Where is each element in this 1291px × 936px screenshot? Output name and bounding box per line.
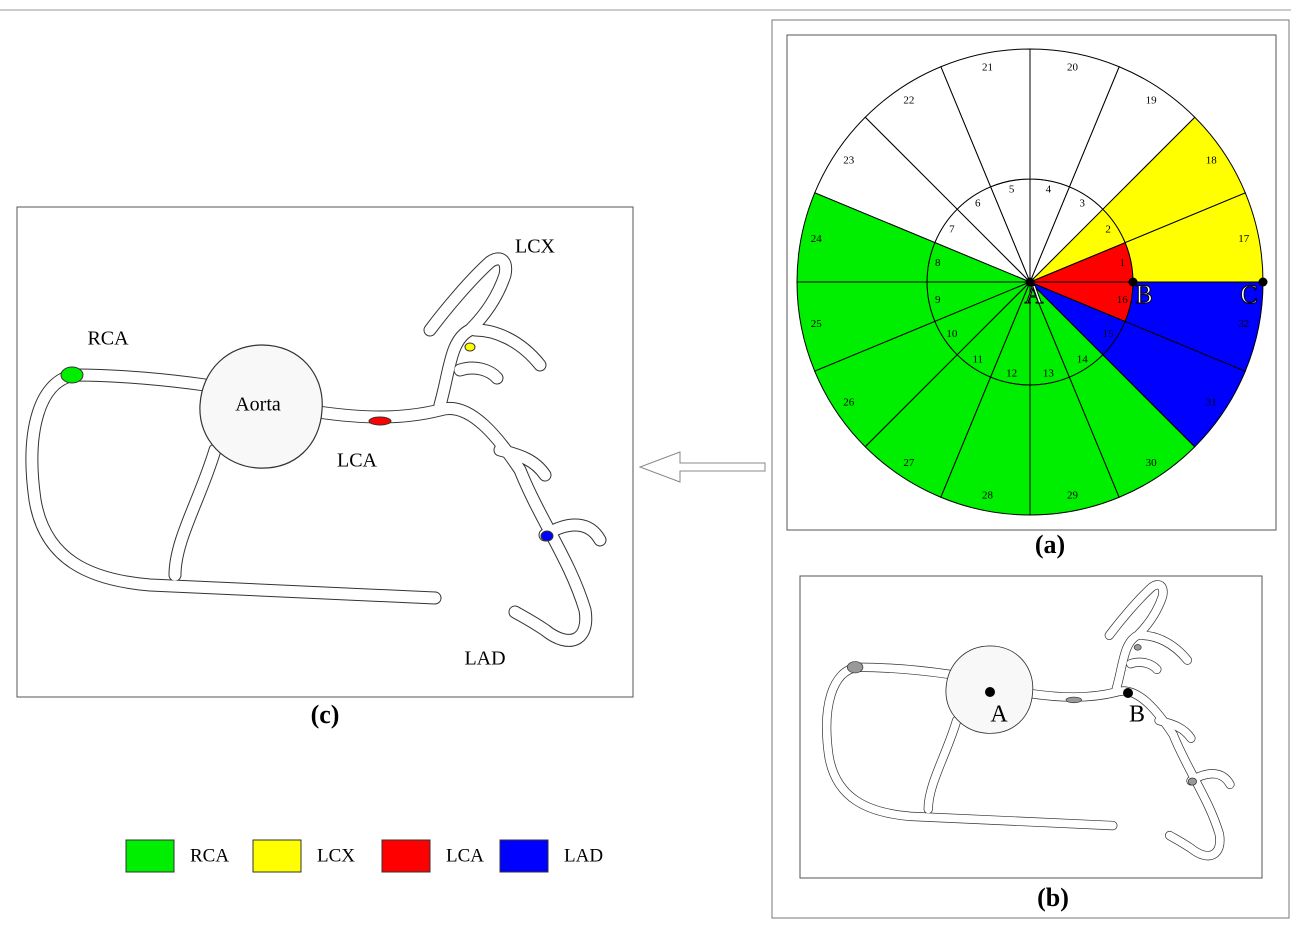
- legend-label: RCA: [190, 845, 229, 866]
- stenosis: [1066, 697, 1082, 703]
- vessel-label: Aorta: [235, 394, 281, 416]
- segment-label: 14: [1077, 354, 1089, 366]
- caption: (b): [1037, 883, 1069, 912]
- vessel-label: LAD: [464, 648, 505, 670]
- stenosis: [61, 367, 83, 383]
- segment-label: 18: [1206, 154, 1218, 166]
- segment-label: 22: [903, 94, 914, 106]
- vessel-label: LCX: [515, 236, 556, 258]
- segment-label: 5: [1009, 183, 1015, 195]
- stenosis: [369, 417, 391, 425]
- point: [985, 687, 995, 697]
- segment-label: 15: [1103, 328, 1115, 340]
- legend-swatch: [500, 840, 548, 872]
- segment-label: 29: [1067, 489, 1079, 501]
- legend-label: LCX: [317, 845, 355, 866]
- stenosis: [847, 662, 863, 673]
- stenosis: [541, 531, 553, 541]
- segment-label: 30: [1146, 457, 1158, 469]
- segment-label: 4: [1046, 183, 1052, 195]
- point-label: B: [1129, 702, 1145, 728]
- segment-label: 31: [1206, 397, 1217, 409]
- segment-label: 24: [811, 233, 823, 245]
- segment-label: 27: [903, 457, 915, 469]
- segment-label: 12: [1006, 368, 1017, 380]
- segment-label: 28: [982, 489, 994, 501]
- point-label: A: [990, 702, 1008, 728]
- segment-label: 1: [1119, 257, 1125, 269]
- arrow: [640, 452, 765, 482]
- point: [1259, 278, 1268, 287]
- segment-label: 21: [982, 62, 993, 74]
- segment-label: 8: [935, 257, 941, 269]
- segment-label: 19: [1146, 94, 1158, 106]
- segment-label: 2: [1105, 223, 1111, 235]
- legend-label: LCA: [446, 845, 484, 866]
- caption: (a): [1035, 530, 1065, 559]
- segment-label: 32: [1238, 318, 1249, 330]
- point-label: B: [1135, 280, 1152, 309]
- legend-swatch: [382, 840, 430, 872]
- segment-label: 9: [935, 294, 941, 306]
- legend-label: LAD: [564, 845, 603, 866]
- segment-label: 3: [1079, 197, 1085, 209]
- point-label: C: [1240, 280, 1257, 309]
- segment-label: 6: [975, 197, 981, 209]
- segment-label: 23: [843, 154, 855, 166]
- stenosis: [1188, 778, 1197, 785]
- caption: (c): [311, 700, 340, 729]
- vessel-label: LCA: [337, 450, 378, 472]
- panel-b: [800, 576, 1262, 878]
- vessel-label: RCA: [87, 328, 129, 350]
- figure: RCA LCX Aorta LCA LAD (c) 12345678910111…: [0, 0, 1291, 936]
- legend-swatch: [253, 840, 301, 872]
- segment-label: 16: [1117, 294, 1129, 306]
- stenosis: [465, 343, 475, 351]
- segment-label: 17: [1238, 233, 1250, 245]
- segment-label: 25: [811, 318, 823, 330]
- point: [1123, 688, 1133, 698]
- segment-label: 11: [972, 354, 983, 366]
- legend-swatch: [126, 840, 174, 872]
- point-label: A: [1025, 280, 1044, 309]
- stenosis: [1134, 645, 1141, 651]
- segment-label: 13: [1043, 368, 1055, 380]
- segment-label: 20: [1067, 62, 1079, 74]
- segment-label: 10: [946, 328, 958, 340]
- segment-label: 26: [843, 397, 855, 409]
- segment-label: 7: [949, 223, 955, 235]
